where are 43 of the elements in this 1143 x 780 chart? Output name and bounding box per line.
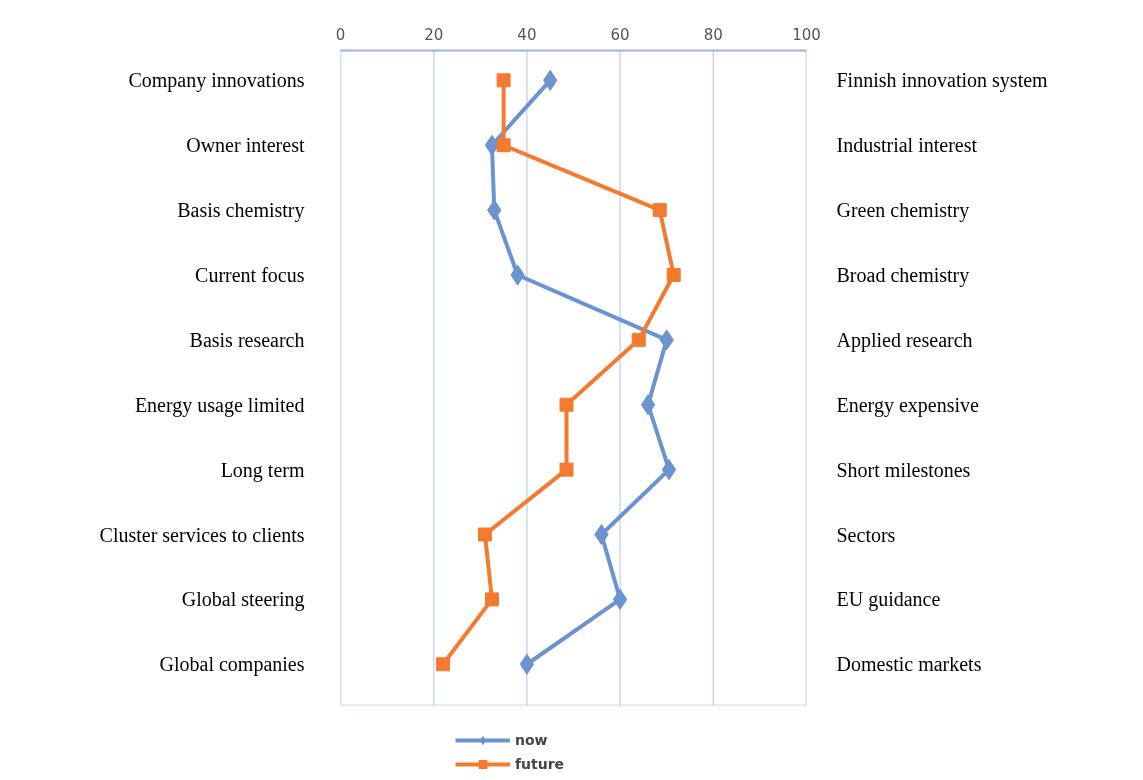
y2-tick-label: Applied research [836,328,973,352]
x-tick-label: 40 [517,25,537,44]
point [666,267,681,282]
y-tick-label: Global companies [159,653,305,677]
point [436,657,451,672]
x-tick-label: 60 [610,25,630,44]
point [631,332,646,347]
y2-tick-label: Broad chemistry [836,263,970,287]
x-tick-label: 0 [335,25,346,44]
point [496,73,511,88]
y-tick-label: Owner interest [186,134,305,157]
point [477,527,492,542]
y-tick-label: Basis chemistry [177,199,305,223]
point [640,394,656,416]
y2-tick-label: Green chemistry [836,199,970,223]
y2-tick-label: Finnish innovation system [836,69,1049,93]
x-tick-label: 80 [703,25,723,44]
point [652,203,667,218]
point [519,653,535,675]
point [484,592,499,607]
legend-label: now [515,732,548,748]
y2-tick-label: Domestic markets [836,653,982,676]
y2-tick-label: Energy expensive [836,393,979,417]
y-tick-label: Company innovations [128,69,305,93]
legend-label: future [515,756,565,772]
y-tick-label: Cluster services to clients [99,523,305,546]
y-tick-label: Energy usage limited [134,393,305,417]
point [559,462,574,477]
y-tick-label: Global steering [181,588,305,612]
y2-tick-label: Short milestones [836,458,971,481]
y2-tick-label: Industrial interest [836,134,978,157]
y-tick-label: Long term [220,458,305,482]
point [559,397,574,412]
point [496,138,511,153]
y-tick-label: Current focus [195,263,305,286]
point [594,524,609,545]
y2-tick-label: Sectors [836,523,896,546]
y2-tick-label: EU guidance [836,588,941,612]
y-tick-label: Basis research [189,328,305,351]
x-tick-label: 20 [424,25,444,44]
point [661,459,677,481]
point [612,588,628,610]
x-tick-label: 100 [792,25,821,44]
